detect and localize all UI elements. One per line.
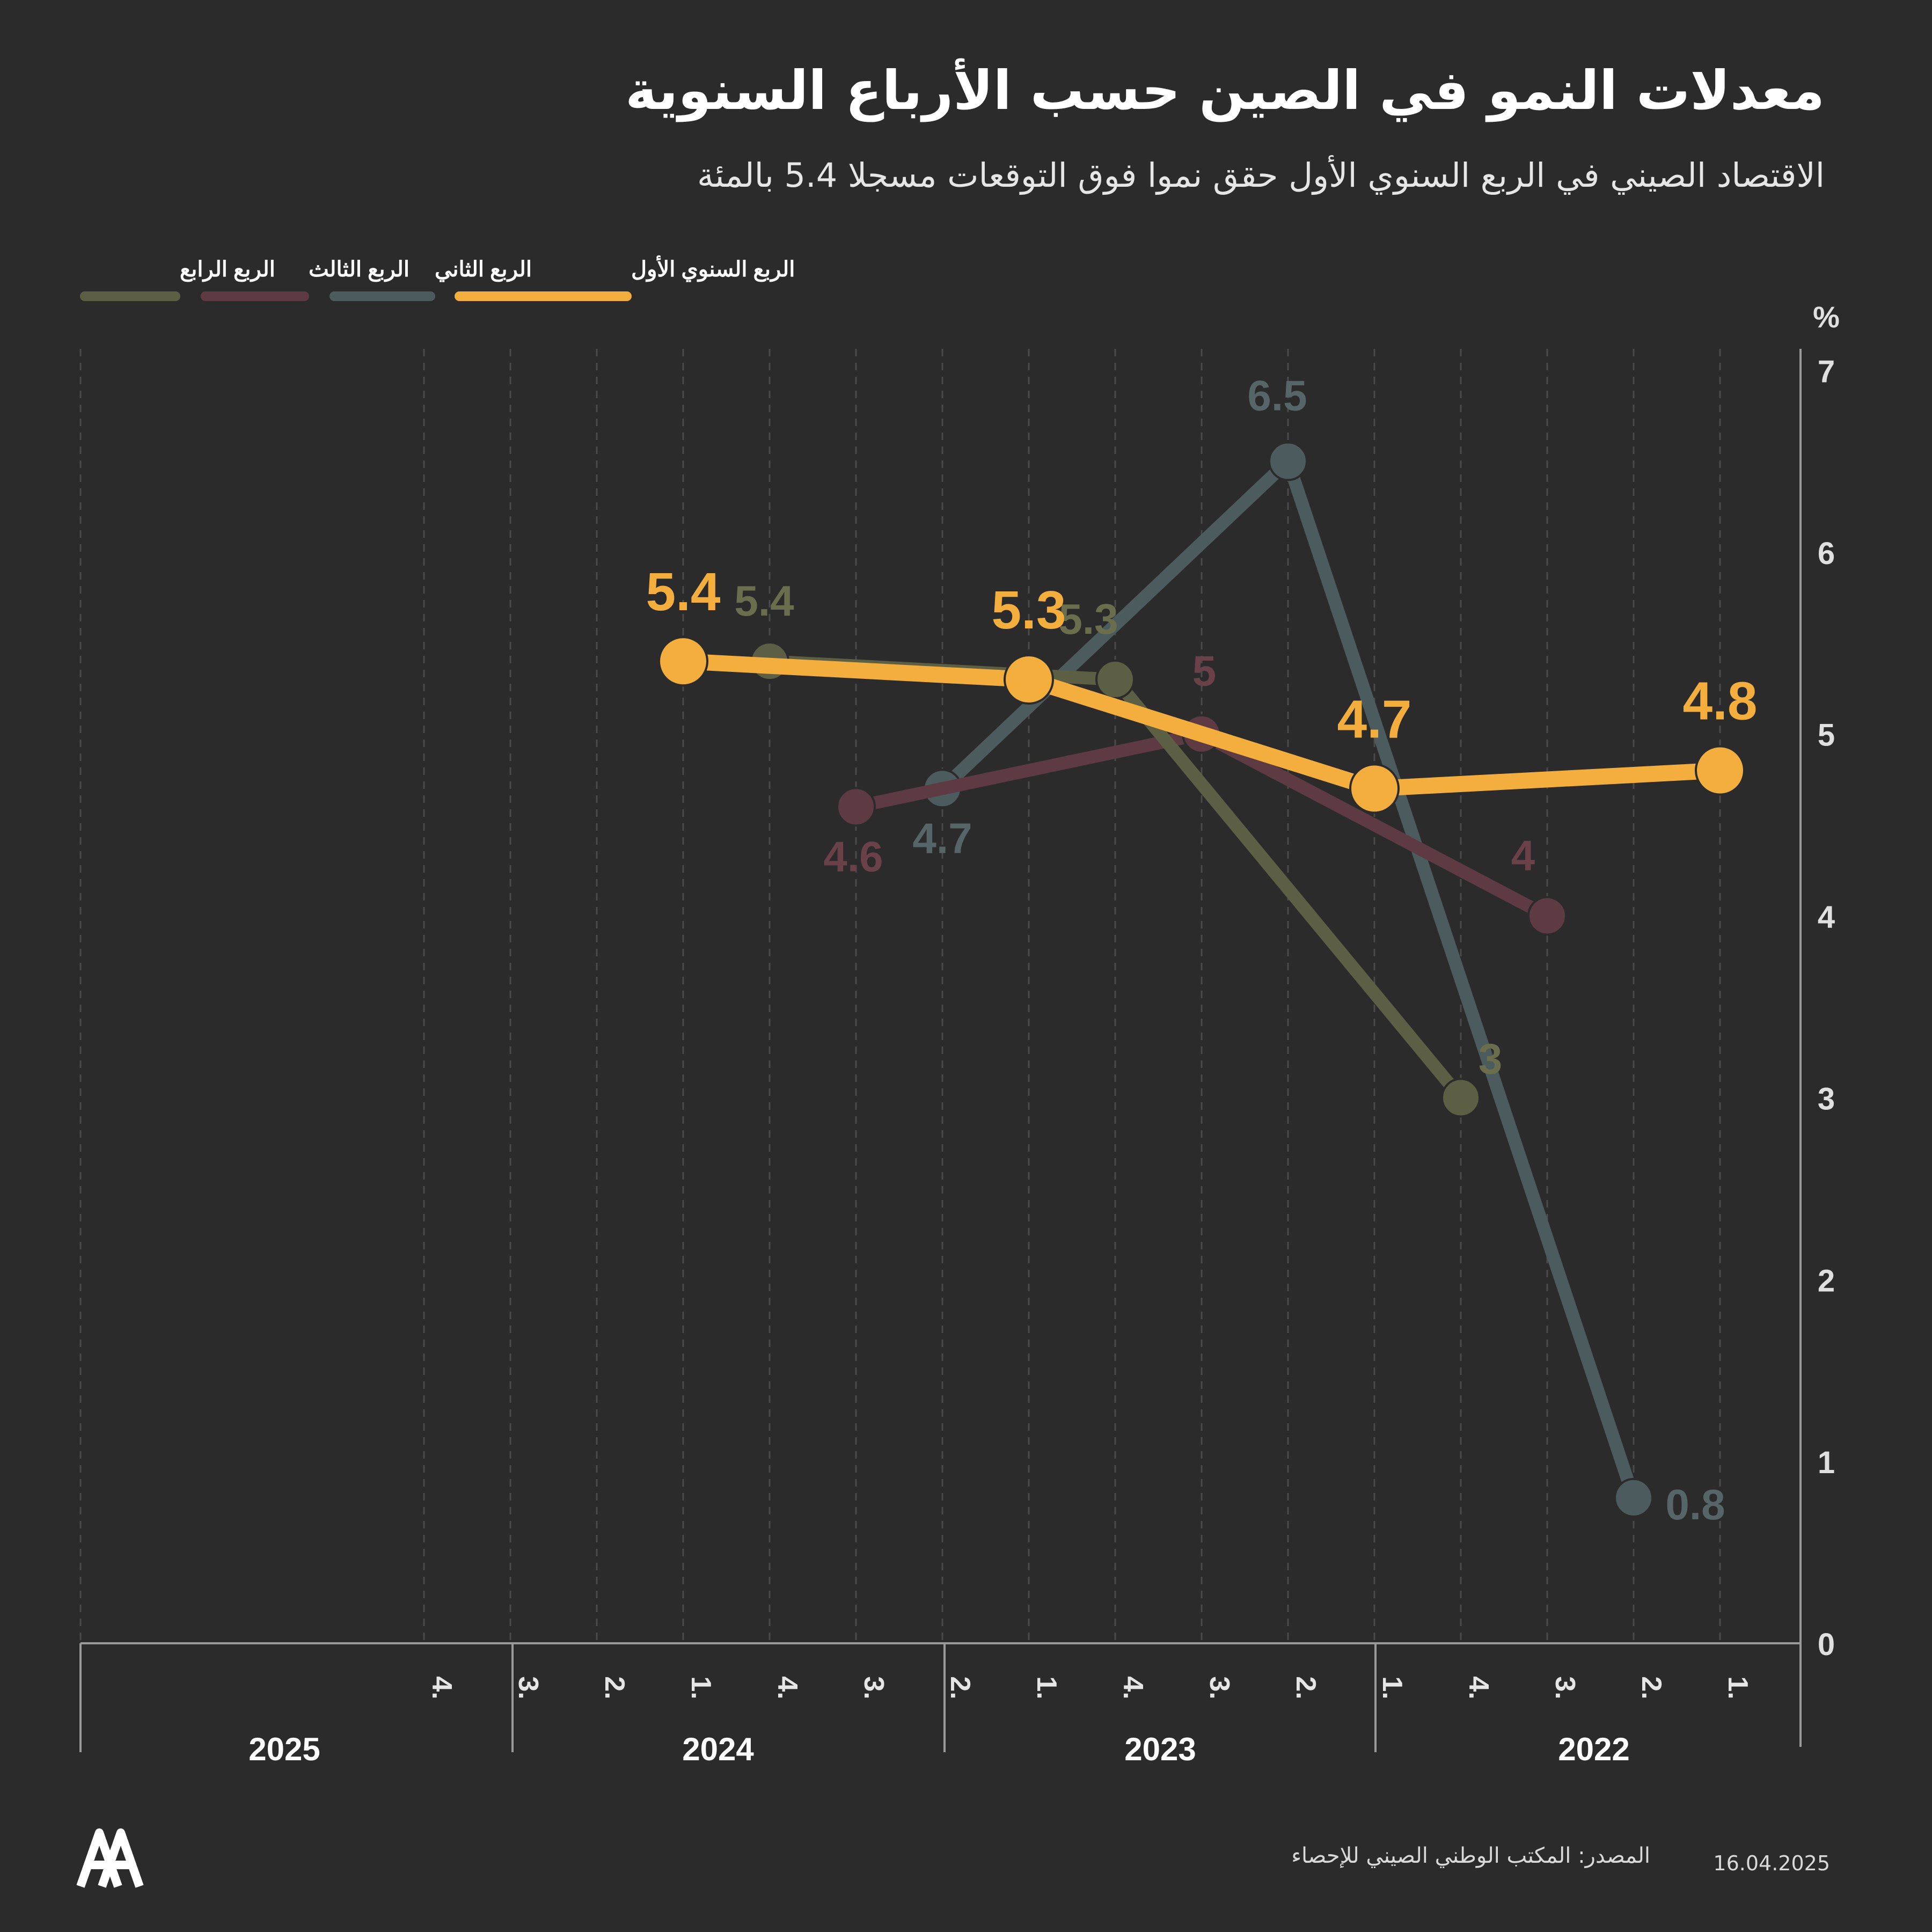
data-label: 5.4 bbox=[646, 562, 720, 622]
y-tick-label: 4 bbox=[1818, 900, 1835, 935]
data-point bbox=[1527, 896, 1567, 936]
data-label: 4 bbox=[1511, 832, 1535, 880]
series-line bbox=[675, 653, 1728, 797]
data-label: 0.8 bbox=[1665, 1481, 1725, 1528]
quarter-tick-label: 4. bbox=[426, 1676, 457, 1699]
quarter-tick-label: 4. bbox=[772, 1676, 803, 1699]
quarter-tick-label: 3. bbox=[1204, 1676, 1235, 1699]
year-label: 2022 bbox=[1558, 1731, 1629, 1767]
data-label: 6.5 bbox=[1247, 371, 1307, 419]
year-label: 2023 bbox=[1124, 1731, 1196, 1767]
source-note: المصدر: المكتب الوطني الصيني للإحصاء bbox=[1291, 1843, 1650, 1868]
quarter-tick-label: 4. bbox=[1117, 1676, 1148, 1699]
legend-label: الربع الثالث bbox=[309, 258, 409, 282]
legend-label: الربع السنوي الأول bbox=[631, 255, 795, 282]
aa-logo-icon bbox=[75, 1827, 145, 1892]
data-point bbox=[1004, 654, 1054, 705]
data-point bbox=[836, 787, 876, 827]
y-tick-label: 7 bbox=[1818, 354, 1835, 389]
year-label: 2025 bbox=[248, 1731, 320, 1767]
data-point bbox=[1441, 1078, 1481, 1118]
legend-label: الربع الرابع bbox=[180, 258, 275, 282]
quarter-tick-label: 2. bbox=[599, 1676, 630, 1699]
quarter-tick-label: 2. bbox=[1290, 1676, 1321, 1699]
quarter-tick-label: 1. bbox=[1722, 1676, 1753, 1699]
data-point bbox=[658, 636, 708, 687]
page-title: معدلات النمو في الصين حسب الأرباع السنوي… bbox=[625, 59, 1825, 122]
publish-date: 16.04.2025 bbox=[1713, 1851, 1830, 1875]
quarter-tick-label: 2. bbox=[945, 1676, 976, 1699]
legend-label: الربع الثاني bbox=[435, 258, 532, 282]
year-label: 2024 bbox=[682, 1731, 754, 1767]
y-tick-label: 2 bbox=[1818, 1263, 1835, 1298]
data-label: 4.8 bbox=[1682, 671, 1757, 731]
y-tick-label: 1 bbox=[1818, 1445, 1835, 1480]
data-label: 5.3 bbox=[991, 580, 1066, 640]
y-tick-label: 5 bbox=[1818, 718, 1835, 753]
data-point bbox=[1349, 763, 1400, 814]
quarter-tick-label: 1. bbox=[1031, 1676, 1062, 1699]
quarter-tick-label: 1. bbox=[1377, 1676, 1408, 1699]
quarter-tick-label: 3. bbox=[1549, 1676, 1580, 1699]
page-subtitle: الاقتصاد الصيني في الربع السنوي الأول حق… bbox=[697, 156, 1825, 195]
data-label: 5.3 bbox=[1058, 595, 1118, 643]
data-label: 5 bbox=[1192, 647, 1217, 695]
y-tick-label: 3 bbox=[1818, 1081, 1835, 1116]
data-label: 4.7 bbox=[912, 814, 972, 862]
data-label: 5.4 bbox=[734, 577, 794, 625]
data-label: 4.7 bbox=[1337, 689, 1411, 749]
quarter-tick-label: 3. bbox=[513, 1676, 544, 1699]
quarter-tick-label: 1. bbox=[685, 1676, 716, 1699]
y-tick-label: 0 bbox=[1818, 1627, 1835, 1662]
y-axis-unit: % bbox=[1813, 300, 1840, 334]
data-point bbox=[1268, 441, 1308, 481]
data-point bbox=[1095, 660, 1135, 700]
quarter-tick-label: 4. bbox=[1463, 1676, 1494, 1699]
data-point bbox=[1614, 1477, 1653, 1518]
quarter-tick-label: 2. bbox=[1636, 1676, 1667, 1699]
y-tick-label: 6 bbox=[1818, 536, 1835, 571]
data-label: 4.6 bbox=[823, 832, 883, 880]
data-label: 3 bbox=[1479, 1035, 1503, 1082]
quarter-tick-label: 3. bbox=[858, 1676, 889, 1699]
data-point bbox=[1695, 745, 1745, 796]
